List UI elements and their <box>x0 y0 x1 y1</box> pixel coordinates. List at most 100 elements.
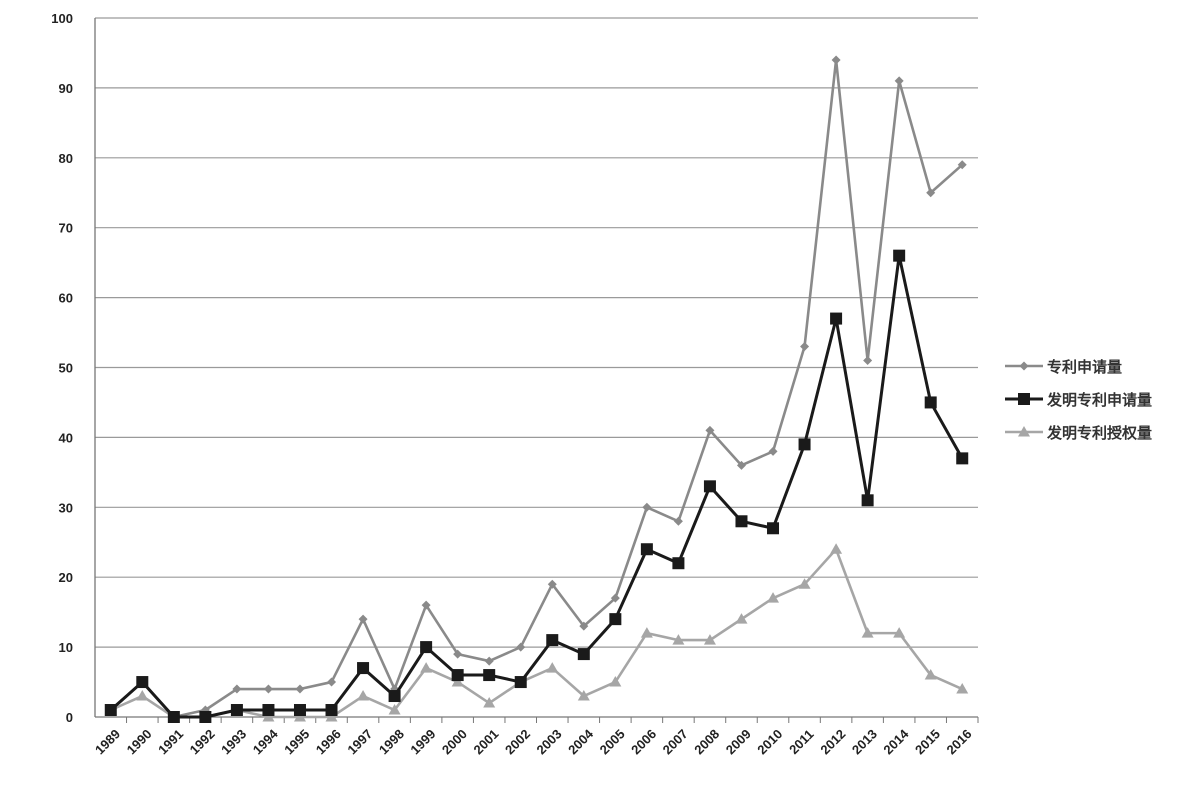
x-tick-label: 1996 <box>313 726 344 757</box>
x-axis: 1989 1990 1991 1992 1993 1994 1995 1996 1997 1998… <box>92 716 979 758</box>
series-line <box>109 58 964 719</box>
x-tick-label: 2010 <box>754 726 785 757</box>
y-tick-label: 10 <box>59 640 73 655</box>
data-point <box>295 684 305 694</box>
data-point <box>453 649 463 659</box>
data-point <box>640 627 653 638</box>
data-point <box>421 600 431 610</box>
data-point <box>736 460 746 470</box>
x-tick-label: 2013 <box>849 726 880 757</box>
x-tick-label: 1994 <box>250 726 282 758</box>
y-tick-label: 60 <box>59 291 73 306</box>
data-point <box>136 676 149 689</box>
data-point <box>577 648 590 661</box>
data-point <box>293 711 306 722</box>
x-tick-label: 2011 <box>786 727 817 758</box>
data-point <box>767 592 780 603</box>
data-point <box>263 684 273 694</box>
x-tick-label: 2007 <box>660 726 691 757</box>
data-point <box>830 312 843 325</box>
legend-marker <box>1018 426 1030 437</box>
x-tick-label: 1990 <box>124 726 155 757</box>
legend-marker <box>1018 393 1030 405</box>
data-point <box>673 516 683 526</box>
y-axis: 0 10 20 30 40 50 60 70 80 90 100 <box>51 11 96 725</box>
data-point <box>579 621 589 631</box>
x-tick-label: 2016 <box>944 726 975 757</box>
data-point <box>420 662 433 673</box>
data-point <box>924 396 937 409</box>
data-point <box>640 543 653 556</box>
x-tick-label: 1989 <box>92 726 123 757</box>
data-point <box>577 690 590 701</box>
data-point <box>861 627 874 638</box>
data-point <box>924 669 937 680</box>
data-point <box>798 578 811 589</box>
legend-label: 发明专利申请量 <box>1046 391 1152 409</box>
y-tick-label: 20 <box>59 570 73 585</box>
series-2 <box>104 543 969 722</box>
data-point <box>863 356 873 366</box>
data-point <box>325 704 338 717</box>
data-point <box>735 613 748 624</box>
grid-lines <box>95 17 978 648</box>
data-point <box>451 676 464 687</box>
y-tick-label: 90 <box>59 81 73 96</box>
x-tick-label: 1991 <box>155 726 186 757</box>
x-tick-label: 2001 <box>470 726 501 757</box>
data-point <box>861 494 874 507</box>
y-tick-label: 80 <box>59 151 73 166</box>
data-point <box>831 55 841 65</box>
data-point <box>388 690 401 703</box>
legend-item: 发明专利申请量 <box>1005 391 1152 409</box>
data-point <box>893 627 906 638</box>
data-point <box>388 704 401 715</box>
data-point <box>703 634 716 645</box>
data-point <box>609 676 622 687</box>
series-line <box>110 547 963 719</box>
x-tick-label: 2003 <box>534 726 565 757</box>
x-tick-label: 2000 <box>439 726 470 757</box>
legend-label: 发明专利授权量 <box>1046 424 1152 442</box>
y-tick-label: 70 <box>59 221 73 236</box>
data-point <box>610 593 620 603</box>
data-point <box>800 342 810 352</box>
data-point <box>705 425 715 435</box>
x-tick-label: 1993 <box>218 726 249 757</box>
x-tick-label: 1992 <box>187 726 218 757</box>
x-tick-label: 2006 <box>628 726 659 757</box>
legend-marker <box>1019 361 1029 371</box>
x-tick-label: 2004 <box>565 726 597 758</box>
data-point <box>672 557 685 570</box>
data-point <box>104 704 117 717</box>
data-point <box>262 704 275 717</box>
data-point <box>830 543 843 554</box>
data-point <box>957 160 967 170</box>
x-tick-label: 2002 <box>502 726 533 757</box>
data-point <box>230 704 243 717</box>
data-point <box>735 515 748 528</box>
data-point <box>609 613 622 626</box>
data-point <box>357 662 370 675</box>
data-point <box>672 634 685 645</box>
x-tick-label: 1997 <box>344 726 375 757</box>
data-point <box>956 683 969 694</box>
y-tick-label: 30 <box>59 500 73 515</box>
data-point <box>451 669 464 682</box>
series-line <box>109 254 964 719</box>
x-tick-label: 2009 <box>723 726 754 757</box>
y-tick-label: 40 <box>59 430 73 445</box>
data-point <box>894 76 904 86</box>
data-point <box>546 662 559 673</box>
data-point <box>926 188 936 198</box>
y-tick-label: 100 <box>51 11 73 26</box>
data-point <box>798 438 811 451</box>
data-point <box>703 480 716 493</box>
data-point <box>767 522 780 535</box>
data-point <box>357 690 370 701</box>
data-point <box>293 704 306 717</box>
data-point <box>516 642 526 652</box>
data-point <box>956 452 969 465</box>
data-point <box>167 711 180 723</box>
data-point <box>546 634 559 647</box>
